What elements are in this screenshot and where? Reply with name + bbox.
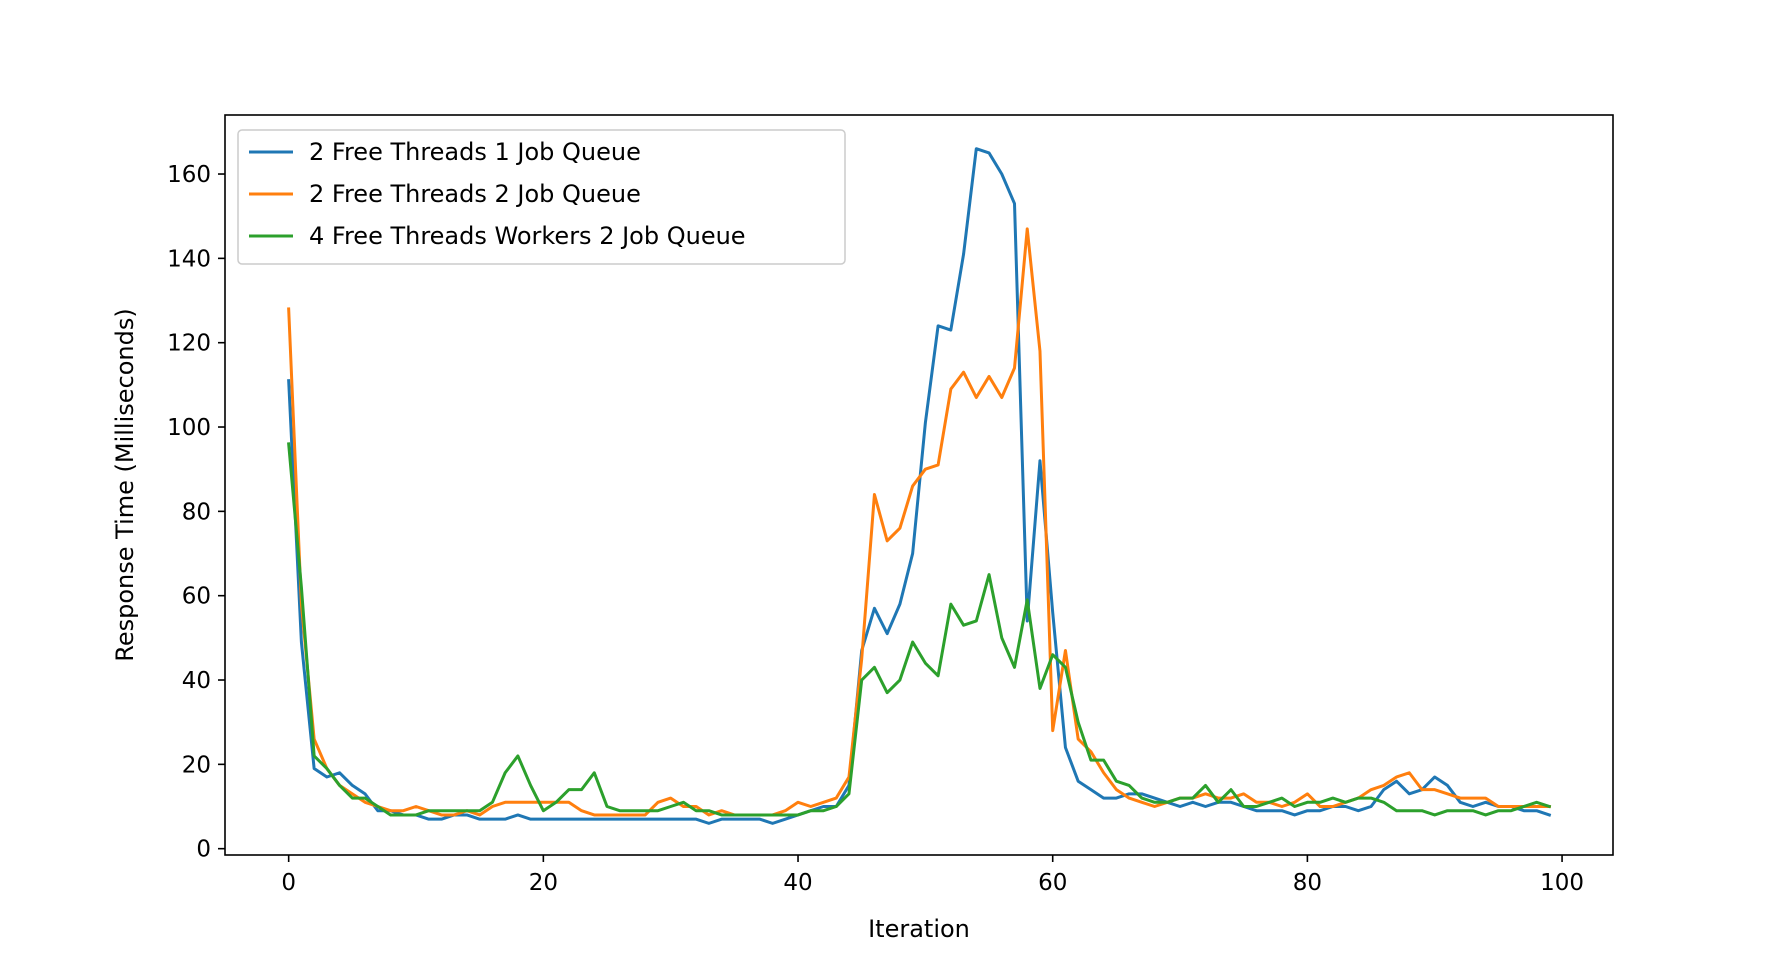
legend-label: 2 Free Threads 2 Job Queue (309, 180, 641, 208)
x-tick-label: 20 (529, 870, 558, 896)
y-tick-label: 0 (196, 837, 211, 863)
y-tick-label: 60 (182, 584, 211, 610)
x-tick-label: 40 (783, 870, 812, 896)
x-tick-label: 0 (281, 870, 296, 896)
legend-label: 2 Free Threads 1 Job Queue (309, 138, 641, 166)
x-tick-label: 80 (1293, 870, 1322, 896)
y-tick-label: 160 (167, 162, 211, 188)
y-axis-label: Response Time (Milliseconds) (111, 308, 139, 661)
y-tick-label: 40 (182, 668, 211, 694)
y-tick-label: 120 (167, 331, 211, 357)
plot-frame (224, 114, 1614, 856)
series-line-3 (287, 442, 1552, 817)
series-layer (287, 147, 1552, 825)
series-line-1 (287, 147, 1552, 825)
x-tick-label: 100 (1540, 870, 1584, 896)
x-axis-label: Iteration (868, 915, 970, 943)
series-line-2 (287, 227, 1551, 817)
x-tick-label: 60 (1038, 870, 1067, 896)
legend: 2 Free Threads 1 Job Queue 2 Free Threads… (237, 129, 846, 265)
y-tick-label: 80 (182, 499, 211, 525)
legend-box (237, 129, 846, 265)
y-tick-label: 20 (182, 752, 211, 778)
axes-layer: 0 20 40 60 80 100 0 20 40 60 80 100 120 140 160 (167, 114, 1614, 896)
legend-label: 4 Free Threads Workers 2 Job Queue (309, 222, 746, 250)
y-tick-label: 140 (167, 246, 211, 272)
y-tick-label: 100 (167, 415, 211, 441)
